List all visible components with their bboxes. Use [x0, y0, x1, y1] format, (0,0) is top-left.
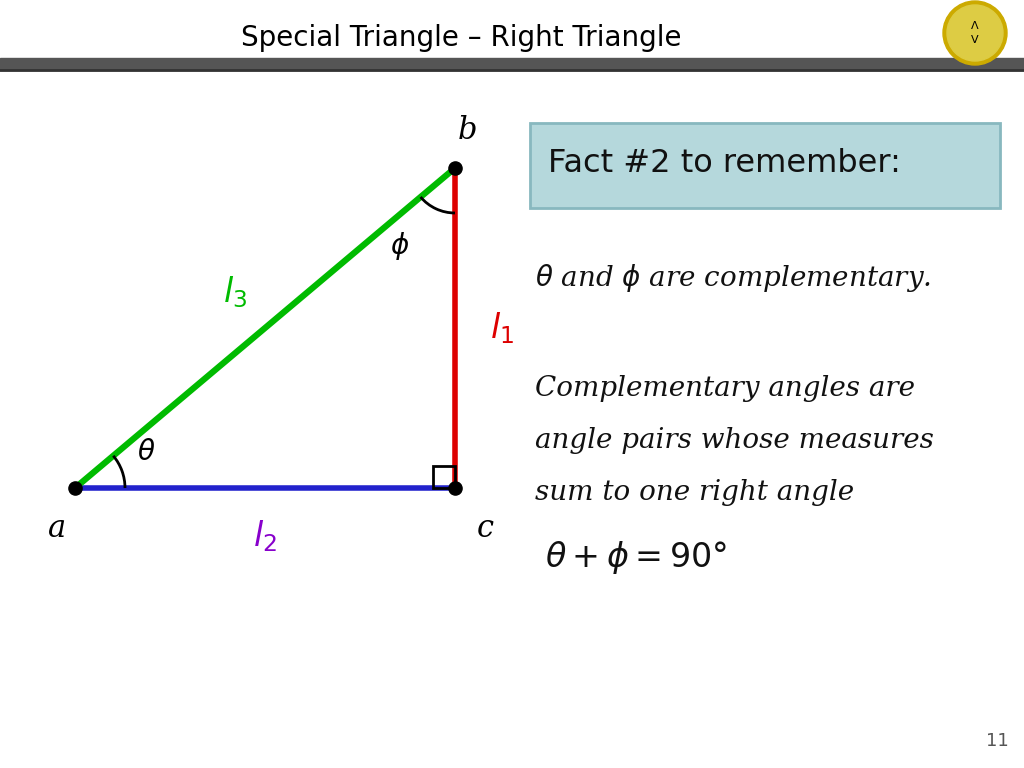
Text: $\phi$: $\phi$ [390, 230, 410, 262]
Text: 11: 11 [986, 732, 1009, 750]
Bar [433, 466, 455, 488]
Text: V: V [971, 35, 979, 45]
Text: $\theta$ and $\phi$ are complementary.: $\theta$ and $\phi$ are complementary. [535, 262, 931, 294]
Text: $\theta$: $\theta$ [137, 439, 156, 466]
Text: sum to one right angle: sum to one right angle [535, 478, 854, 505]
Circle shape [943, 1, 1007, 65]
Text: angle pairs whose measures: angle pairs whose measures [535, 426, 934, 453]
Bar [0, 58, 1024, 70]
Text: Λ: Λ [971, 21, 979, 31]
Text: Complementary angles are: Complementary angles are [535, 375, 915, 402]
Text: $l_1$: $l_1$ [490, 310, 514, 346]
Text: b: b [458, 115, 477, 146]
Text: Fact #2 to remember:: Fact #2 to remember: [548, 148, 901, 179]
Point [67, 482, 83, 494]
Circle shape [947, 5, 1002, 61]
Text: Special Triangle – Right Triangle: Special Triangle – Right Triangle [241, 24, 681, 52]
FancyBboxPatch shape [530, 123, 1000, 208]
Text: $l_2$: $l_2$ [253, 518, 276, 554]
Point [446, 482, 463, 494]
Point [446, 162, 463, 174]
Text: c: c [477, 513, 495, 544]
Text: $l_3$: $l_3$ [223, 274, 247, 310]
Text: $\theta + \phi = 90°$: $\theta + \phi = 90°$ [545, 539, 727, 577]
Text: a: a [48, 513, 67, 544]
